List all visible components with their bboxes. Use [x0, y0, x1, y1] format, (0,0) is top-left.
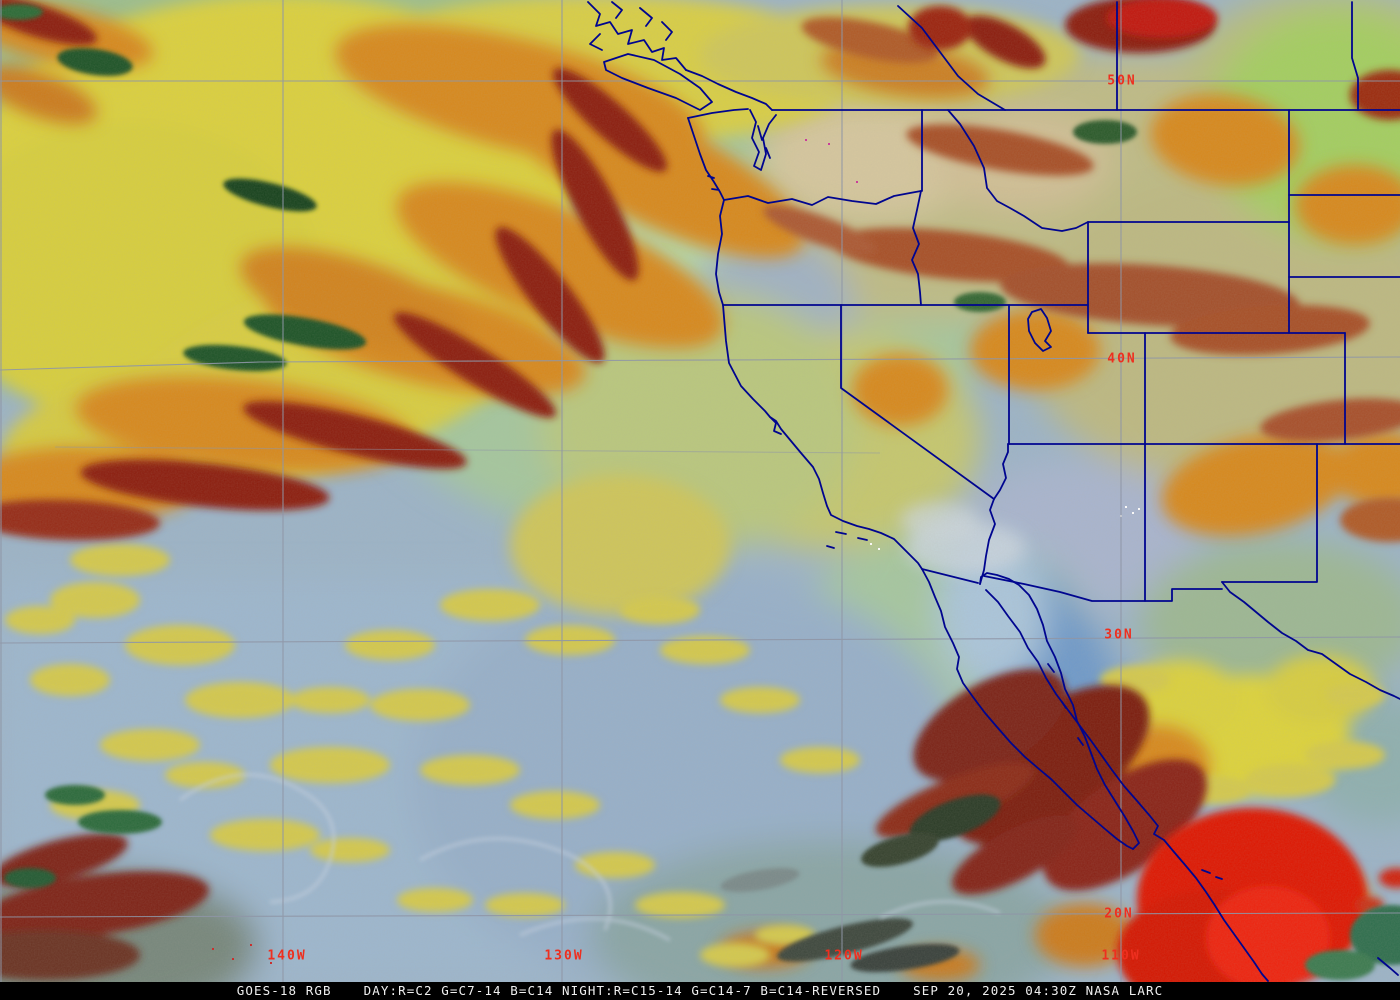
channel-islands [826, 531, 868, 549]
wa-coast [687, 117, 725, 201]
great-salt-lake [1027, 308, 1052, 352]
rio-grande [1221, 581, 1400, 700]
lon-label-110w: 110W [1101, 948, 1141, 964]
product-label: GOES-18 RGB [236, 983, 332, 998]
status-bar: GOES-18 RGB DAY:R=C2 G=C7-14 B=C14 NIGHT… [0, 982, 1400, 1000]
bc-islets [589, 1, 673, 51]
baja-west-coast [921, 568, 1134, 850]
or-coast [715, 199, 725, 306]
lon-label-130w: 130W [544, 948, 584, 964]
lat-label-40n: 40N [1107, 351, 1137, 367]
juan-de-fuca [687, 108, 749, 119]
coastline [587, 1, 1399, 982]
river-bottom-right [1377, 957, 1399, 976]
timestamp-label: SEP 20, 2025 04:30Z NASA LARC [913, 983, 1164, 998]
nv-az-colorado-river [993, 443, 1009, 500]
state-borders [722, 1, 1400, 700]
ca-coast [722, 304, 923, 570]
rgb-recipe-label: DAY:R=C2 G=C7-14 B=C14 NIGHT:R=C15-14 G=… [363, 983, 882, 998]
lat-label-50n: 50N [1107, 73, 1137, 89]
puget-sound [749, 109, 777, 171]
mexico-border [921, 568, 1223, 602]
lon-label-140w: 140W [267, 948, 307, 964]
or-id-border [911, 190, 922, 306]
vancouver-island [603, 53, 713, 111]
nm-tx-border [1221, 443, 1318, 583]
sk-mb-border [1351, 1, 1359, 111]
id-mt-border [947, 109, 1089, 232]
sf-bay [769, 416, 782, 435]
baja-east-coast [979, 572, 1140, 850]
ca-az-colorado-river [979, 498, 996, 585]
bc-ab-border [897, 5, 1006, 111]
bc-fjords [587, 1, 687, 71]
lat-label-30n: 30N [1104, 627, 1134, 643]
mexico-mainland-coast [985, 589, 1269, 982]
lat-label-20n: 20N [1104, 906, 1134, 922]
ca-nv-border [840, 304, 995, 500]
bc-mainland-shore [685, 69, 773, 111]
columbia-river-border [723, 190, 922, 206]
lon-label-120w: 120W [824, 948, 864, 964]
islas-marias [1201, 869, 1223, 880]
